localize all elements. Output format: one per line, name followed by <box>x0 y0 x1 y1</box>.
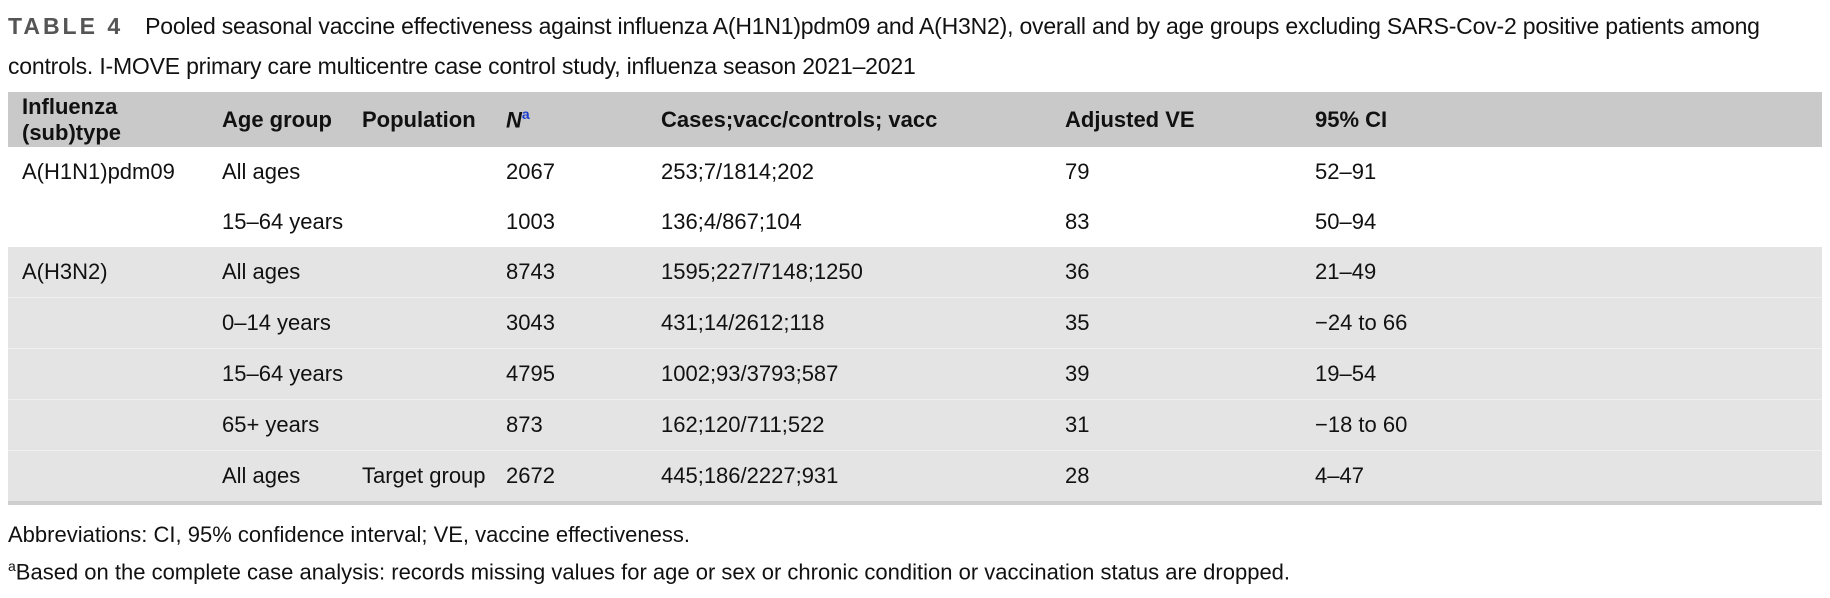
cell-n: 4795 <box>492 348 647 400</box>
cell-n: 873 <box>492 399 647 451</box>
cell-cases: 1002;93/3793;587 <box>647 348 1051 400</box>
cell-adjusted-ve: 28 <box>1051 450 1301 505</box>
cell-subtype <box>8 450 208 505</box>
cell-n: 2672 <box>492 450 647 505</box>
header-adjusted-ve: Adjusted VE <box>1051 92 1301 147</box>
cell-n: 3043 <box>492 297 647 349</box>
cell-age-group: All ages <box>208 247 348 298</box>
cell-n: 8743 <box>492 247 647 298</box>
header-cases: Cases;vacc/controls; vacc <box>647 92 1051 147</box>
cell-ci: 50–94 <box>1301 197 1822 247</box>
table-row: 65+ years 873 162;120/711;522 31 −18 to 60 <box>8 399 1822 451</box>
header-row: Influenza (sub)type Age group Population… <box>8 92 1822 147</box>
cell-population <box>348 197 492 247</box>
cell-population <box>348 348 492 400</box>
cell-age-group: 65+ years <box>208 399 348 451</box>
cell-adjusted-ve: 83 <box>1051 197 1301 247</box>
cell-subtype <box>8 297 208 349</box>
cell-ci: 21–49 <box>1301 247 1822 298</box>
header-n: Na <box>492 92 647 147</box>
cell-population: Target group <box>348 450 492 505</box>
footnote-a: aBased on the complete case analysis: re… <box>8 558 1291 585</box>
cell-subtype: A(H3N2) <box>8 247 208 298</box>
table-row: A(H1N1)pdm09 All ages 2067 253;7/1814;202 79… <box>8 147 1822 197</box>
header-ci: 95% CI <box>1301 92 1822 147</box>
cell-age-group: 0–14 years <box>208 297 348 349</box>
cell-subtype <box>8 399 208 451</box>
cell-population <box>348 247 492 298</box>
cell-adjusted-ve: 35 <box>1051 297 1301 349</box>
cell-n: 1003 <box>492 197 647 247</box>
footnote-mark-link[interactable]: a <box>521 105 530 122</box>
cell-n: 2067 <box>492 147 647 197</box>
cell-adjusted-ve: 31 <box>1051 399 1301 451</box>
cell-age-group: 15–64 years <box>208 348 348 400</box>
header-population: Population <box>348 92 492 147</box>
cell-ci: 52–91 <box>1301 147 1822 197</box>
table-caption: TABLE 4 Pooled seasonal vaccine effective… <box>8 6 1823 86</box>
cell-subtype: A(H1N1)pdm09 <box>8 147 208 197</box>
cell-ci: 19–54 <box>1301 348 1822 400</box>
abbreviations-note: Abbreviations: CI, 95% confidence interv… <box>8 522 690 547</box>
table-row: 15–64 years 4795 1002;93/3793;587 39 19–54 <box>8 348 1822 400</box>
cell-ci: −24 to 66 <box>1301 297 1822 349</box>
cell-adjusted-ve: 36 <box>1051 247 1301 298</box>
cell-population <box>348 297 492 349</box>
caption-text: Pooled seasonal vaccine effectiveness ag… <box>8 13 1760 79</box>
cell-population <box>348 399 492 451</box>
cell-adjusted-ve: 79 <box>1051 147 1301 197</box>
cell-ci: −18 to 60 <box>1301 399 1822 451</box>
cell-adjusted-ve: 39 <box>1051 348 1301 400</box>
header-subtype: Influenza (sub)type <box>8 92 208 147</box>
cell-ci: 4–47 <box>1301 450 1822 505</box>
table-row: 0–14 years 3043 431;14/2612;118 35 −24 to 66 <box>8 297 1822 349</box>
cell-cases: 431;14/2612;118 <box>647 297 1051 349</box>
cell-subtype <box>8 197 208 247</box>
results-table: Influenza (sub)type Age group Population… <box>8 92 1822 505</box>
table-label: TABLE 4 <box>8 13 124 39</box>
cell-cases: 253;7/1814;202 <box>647 147 1051 197</box>
table-row: A(H3N2) All ages 8743 1595;227/7148;1250 36 2… <box>8 247 1822 298</box>
cell-cases: 1595;227/7148;1250 <box>647 247 1051 298</box>
cell-age-group: All ages <box>208 450 348 505</box>
cell-age-group: All ages <box>208 147 348 197</box>
cell-age-group: 15–64 years <box>208 197 348 247</box>
cell-population <box>348 147 492 197</box>
cell-subtype <box>8 348 208 400</box>
cell-cases: 445;186/2227;931 <box>647 450 1051 505</box>
cell-cases: 136;4/867;104 <box>647 197 1051 247</box>
table-row: 15–64 years 1003 136;4/867;104 83 50–94 <box>8 197 1822 247</box>
cell-cases: 162;120/711;522 <box>647 399 1051 451</box>
table-row: All ages Target group 2672 445;186/2227;931… <box>8 450 1822 505</box>
header-age-group: Age group <box>208 92 348 147</box>
